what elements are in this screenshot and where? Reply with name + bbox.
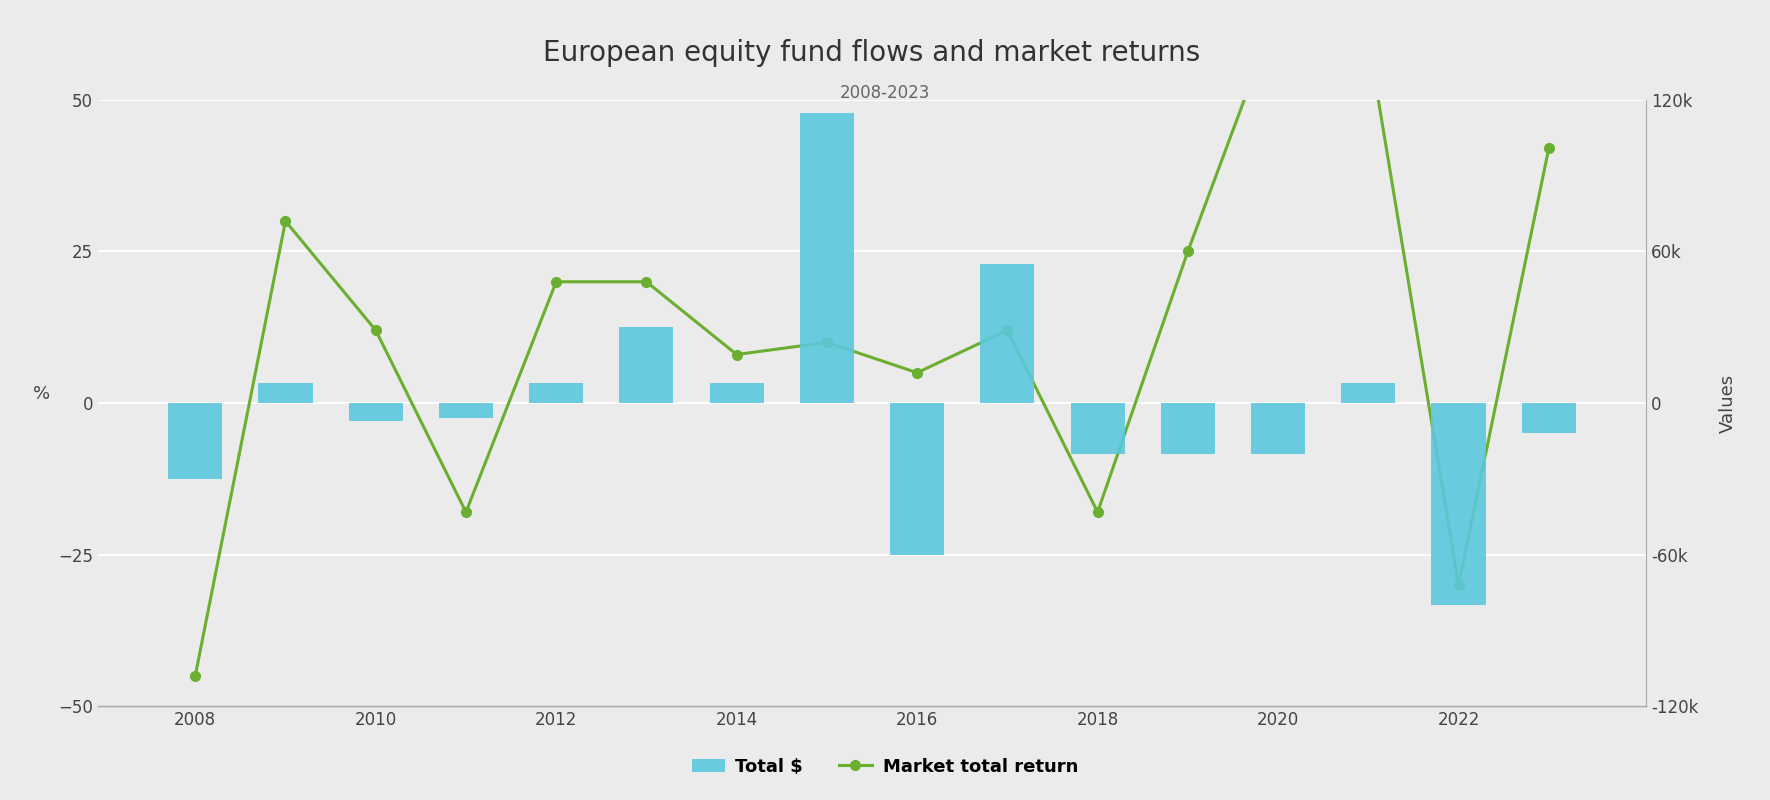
Bar	[1251, 403, 1304, 454]
Legend: Total $, Market total return: Total $, Market total return	[685, 750, 1085, 783]
Bar	[620, 327, 674, 403]
Bar	[1522, 403, 1575, 434]
Title: European equity fund flows and market returns: European equity fund flows and market re…	[543, 39, 1200, 67]
Bar	[800, 113, 853, 403]
Bar	[1161, 403, 1214, 454]
Bar	[529, 383, 584, 403]
Bar	[1071, 403, 1124, 454]
Y-axis label: Values: Values	[1719, 374, 1738, 433]
Bar	[1432, 403, 1485, 605]
Bar	[890, 403, 943, 554]
Bar	[710, 383, 763, 403]
Bar	[439, 403, 494, 418]
Text: 2008-2023: 2008-2023	[839, 84, 931, 102]
Y-axis label: %: %	[32, 385, 50, 403]
Bar	[168, 403, 223, 478]
Bar	[258, 383, 313, 403]
Bar	[981, 264, 1034, 403]
Bar	[349, 403, 404, 421]
Bar	[1342, 383, 1395, 403]
